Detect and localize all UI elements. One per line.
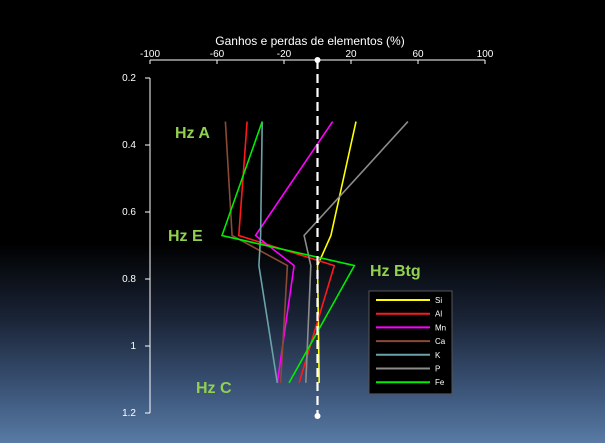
x-tick-label: 20	[345, 49, 357, 60]
chart-title: Ganhos e perdas de elementos (%)	[215, 34, 404, 48]
series-line-fe	[220, 121, 356, 384]
series-line-p	[303, 121, 409, 383]
legend-label-al: Al	[435, 310, 442, 319]
reference-line-bottom-dot	[314, 413, 321, 419]
x-tick-label: -20	[277, 49, 292, 60]
annotations: Hz A Hz E Hz Btg Hz C	[168, 125, 421, 397]
x-tick-label: 60	[412, 49, 424, 60]
series-line-mn	[254, 121, 334, 384]
hz-c-label: Hz C	[196, 380, 232, 397]
legend: Si Al Mn Ca KP Fe	[368, 290, 453, 395]
legend-label-si: Si	[435, 296, 442, 305]
legend-box	[368, 290, 453, 395]
y-tick-label: 0.4	[122, 140, 136, 151]
hz-btg-label: Hz Btg	[370, 263, 421, 280]
hz-a-label: Hz A	[175, 125, 210, 142]
reference-line-top-dot	[314, 57, 321, 63]
x-tick-label: 100	[477, 49, 494, 60]
hz-e-label: Hz E	[168, 228, 203, 245]
legend-label-mn: Mn	[435, 323, 446, 332]
y-tick-label: 1.2	[122, 408, 136, 419]
legend-label-fe: Fe	[435, 378, 445, 387]
y-tick-label: 0.2	[122, 73, 136, 84]
series-line-al	[237, 121, 336, 384]
axes: -100 -60 -20 20 60 100 0.2 0.4 0.6 0.8 1 1.2	[122, 49, 494, 419]
x-tick-label: -60	[210, 49, 225, 60]
legend-label-p: P	[435, 365, 440, 374]
series-layer	[220, 57, 409, 419]
series-line-si	[316, 121, 357, 383]
legend-label-ca: Ca	[435, 337, 446, 346]
series-line-k	[258, 121, 279, 384]
legend-label-k: K	[435, 351, 441, 360]
y-tick-label: 0.8	[122, 274, 136, 285]
y-tick-label: 1	[130, 341, 136, 352]
y-tick-label: 0.6	[122, 207, 136, 218]
x-tick-label: -100	[140, 49, 160, 60]
